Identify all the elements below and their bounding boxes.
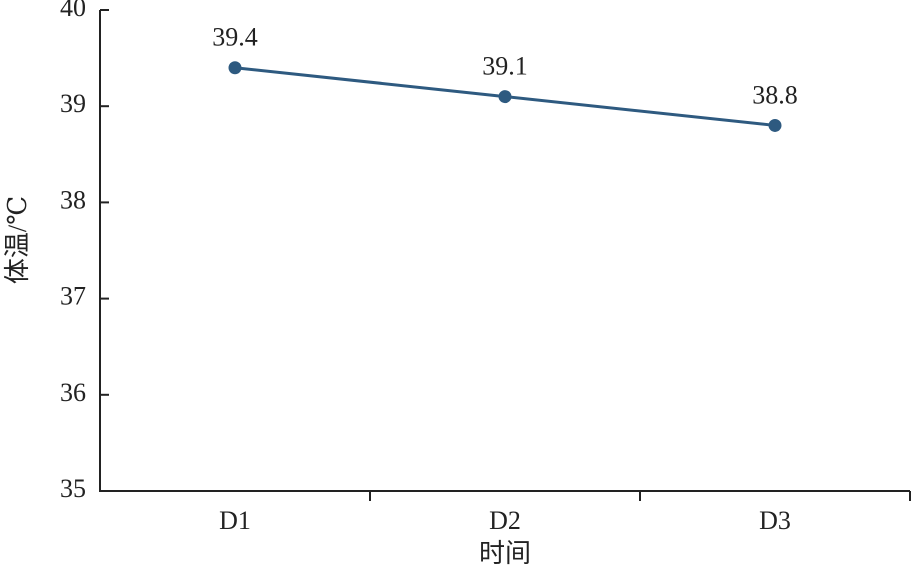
y-tick-label: 36 [60, 378, 86, 407]
point [498, 90, 512, 104]
x-tick-label: D1 [219, 506, 251, 535]
y-tick-label: 35 [60, 474, 86, 503]
x-tick-label: D3 [759, 506, 791, 535]
y-tick-label: 37 [60, 282, 86, 311]
point [768, 118, 782, 132]
x-axis-label: 时间 [479, 539, 531, 568]
y-axis-label: 体温/℃ [3, 196, 32, 284]
data-label: 38.8 [752, 80, 798, 109]
point [228, 61, 242, 75]
y-tick-label: 40 [60, 0, 86, 22]
y-tick-label: 38 [60, 185, 86, 214]
x-tick-label: D2 [489, 506, 521, 535]
data-label: 39.1 [482, 52, 528, 81]
data-label: 39.4 [212, 23, 258, 52]
y-tick-label: 39 [60, 89, 86, 118]
